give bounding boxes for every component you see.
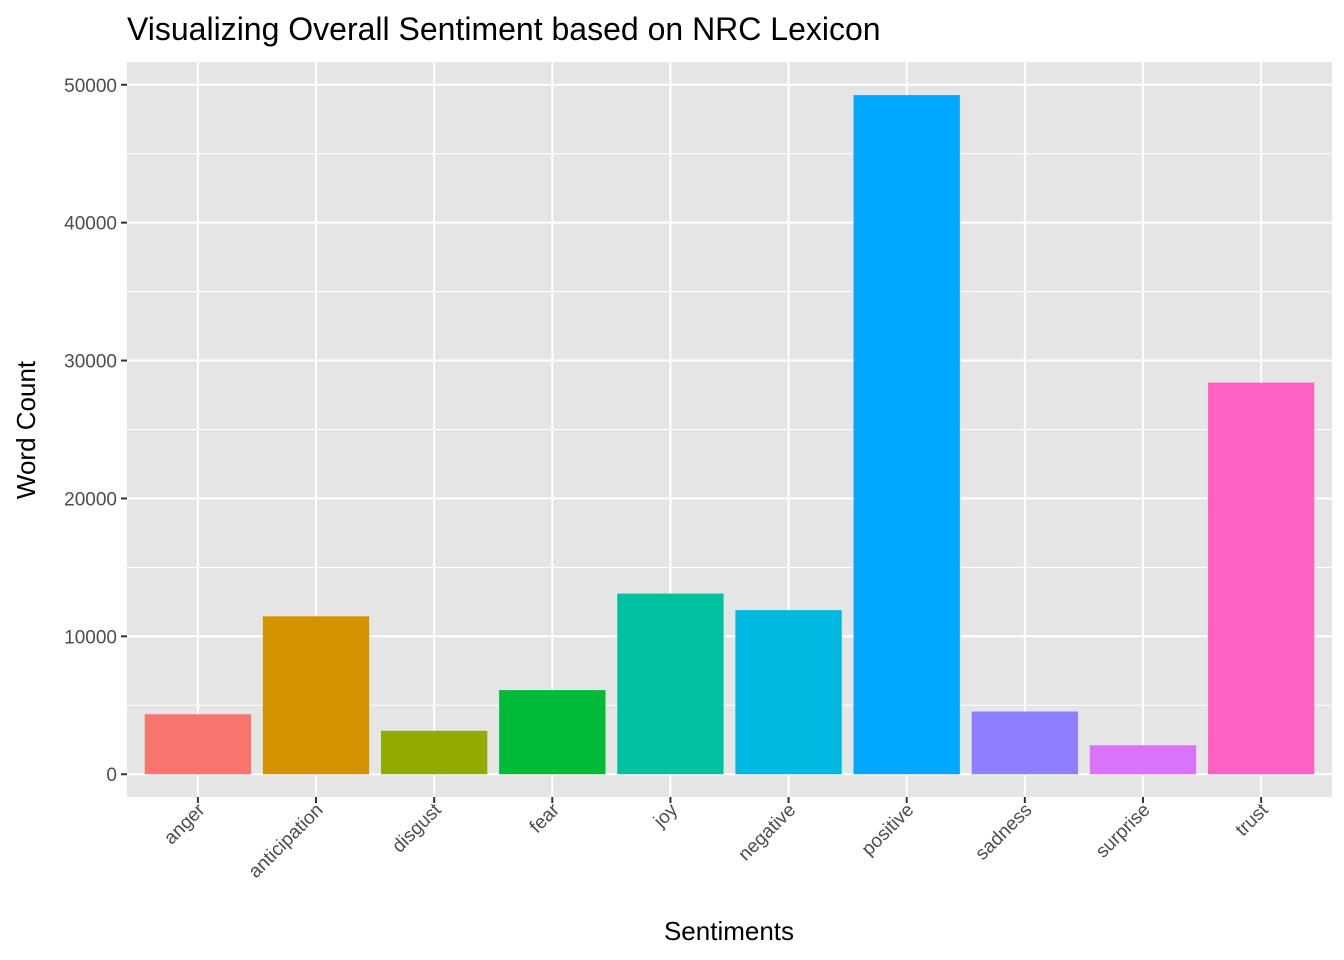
y-tick-label: 50000 (64, 76, 117, 97)
y-tick-label: 40000 (64, 214, 117, 235)
y-tick-label: 20000 (64, 489, 117, 510)
x-tick-label: anger (160, 799, 210, 849)
chart-title: Visualizing Overall Sentiment based on N… (127, 11, 881, 47)
x-axis-ticks: anger anticipation disgust fear joy negative p… (160, 797, 1273, 883)
bar-disgust (380, 730, 488, 775)
bar-anticipation (262, 616, 370, 775)
bar-trust (1207, 382, 1315, 775)
x-tick-label: surprise (1092, 800, 1155, 863)
x-tick-label: negative (734, 800, 800, 866)
bar-sadness (971, 711, 1079, 775)
x-axis-title: Sentiments (664, 916, 794, 946)
x-tick-label: trust (1232, 799, 1273, 840)
y-tick-label: 0 (106, 765, 117, 786)
bar-negative (735, 610, 842, 775)
x-tick-label: joy (649, 799, 682, 832)
bar-joy (617, 593, 724, 775)
x-tick-label: sadness (971, 800, 1036, 865)
x-tick-label: disgust (388, 799, 446, 857)
grid-lines (127, 62, 1332, 797)
bars (144, 95, 1315, 775)
x-tick-label: positive (858, 800, 918, 860)
y-tick-label: 10000 (64, 627, 117, 648)
x-tick-label: anticipation (245, 800, 328, 883)
bar-fear (499, 690, 606, 775)
bar-surprise (1089, 745, 1197, 775)
bar-positive (853, 95, 960, 775)
y-axis-ticks: 0 10000 20000 30000 40000 50000 (64, 76, 127, 786)
y-tick-label: 30000 (64, 352, 117, 373)
x-tick-label: fear (526, 799, 564, 837)
y-axis-title: Word Count (11, 360, 41, 499)
bar-anger (144, 714, 252, 775)
